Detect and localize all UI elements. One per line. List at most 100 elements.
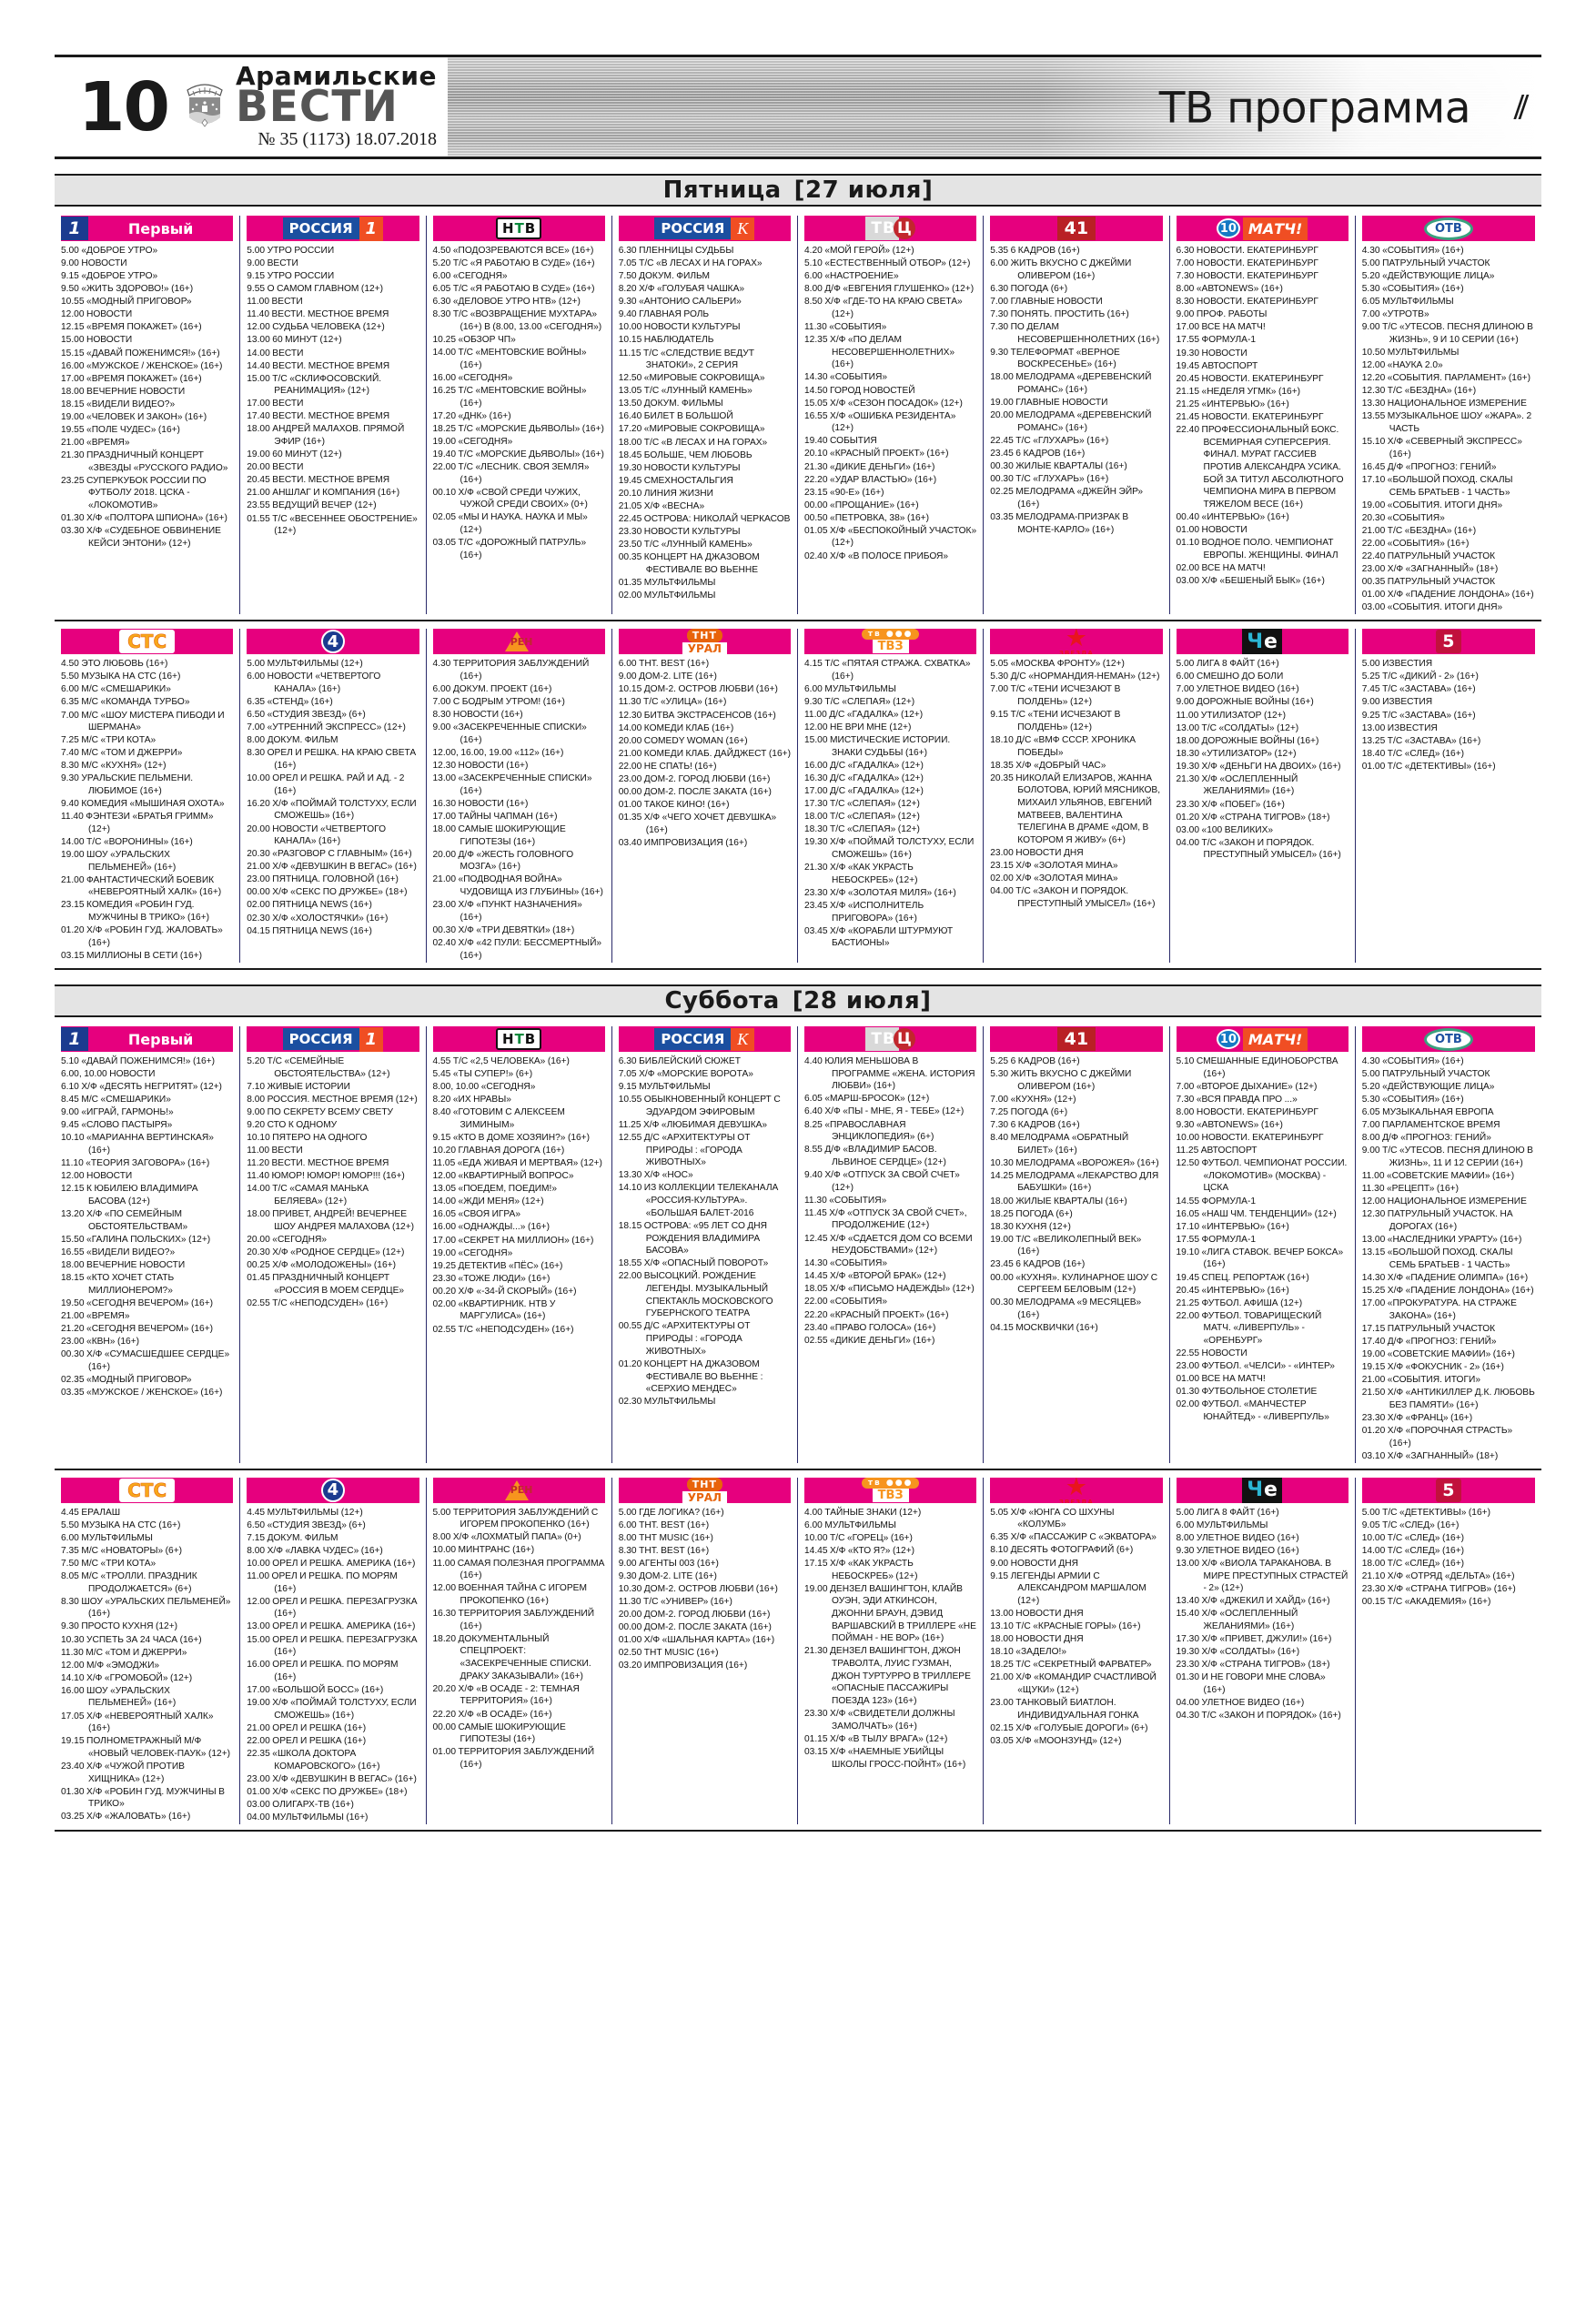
program-item: 00.30 Х/Ф «ТРИ ДЕВЯТКИ» (18+) xyxy=(432,924,575,935)
channel-logo-bar[interactable]: РОССИЯ K xyxy=(618,216,791,241)
channel-logo-bar[interactable]: ТНТ УРАЛ xyxy=(618,629,791,655)
program-item: 17.00 Д/С «ГАДАЛКА» (12+) xyxy=(804,786,924,797)
channel-logo-bar[interactable]: 41 xyxy=(990,216,1163,241)
program-item: 14.30 «СОБЫТИЯ» xyxy=(804,372,888,383)
program-item: 10.00 НОВОСТИ КУЛЬТУРЫ xyxy=(618,322,741,333)
program-item: 03.10 Х/Ф «ЗАГНАННЫЙ» (18+) xyxy=(1361,1450,1499,1461)
program-item: 20.20 Х/Ф «В ОСАДЕ - 2: ТЕМНАЯ ТЕРРИТОРИ… xyxy=(432,1683,580,1707)
channel-logo-bar[interactable]: РЕН xyxy=(432,629,605,655)
program-item: 9.30 ТЕЛЕФОРМАТ «ВЕРНОЕ ВОСКРЕСЕНЬЕ» (16… xyxy=(990,347,1120,370)
page-number: 10 xyxy=(78,67,170,146)
channel-logo-bar[interactable]: РОССИЯ 1 xyxy=(247,1026,419,1053)
channel-logo-bar[interactable]: ТВ Ц xyxy=(804,1026,977,1053)
program-item: 04.00 Т/С «ЗАКОН И ПОРЯДОК. ПРЕСТУПНЫЙ У… xyxy=(1176,837,1341,861)
program-list: 5.00 ГДЕ ЛОГИКА? (16+) 6.00 ТНТ. BEST (16… xyxy=(619,1507,791,1672)
program-item: 14.00 ВЕСТИ xyxy=(247,348,304,358)
program-item: 16.30 ТЕРРИТОРИЯ ЗАБЛУЖДЕНИЙ (16+) xyxy=(432,1609,595,1631)
program-item: 03.35 «МУЖСКОЕ / ЖЕНСКОЕ» (16+) xyxy=(61,1387,223,1398)
channel-logo-bar[interactable]: 1 Первый xyxy=(61,1026,234,1053)
channel-logo-bar[interactable]: 5 xyxy=(1361,1477,1535,1503)
program-item: 4.55 Т/С «2,5 ЧЕЛОВЕКА» (16+) xyxy=(432,1056,570,1067)
channel-logo-bar[interactable]: 4 xyxy=(247,629,419,655)
program-item: 23.45 6 КАДРОВ (16+) xyxy=(990,449,1086,459)
program-item: 02.55 Т/С «НЕПОДСУДЕН» (16+) xyxy=(247,1297,389,1308)
program-item: 7.00 ГЛАВНЫЕ НОВОСТИ xyxy=(990,296,1103,307)
channel-logo-bar[interactable]: 41 xyxy=(990,1026,1163,1053)
program-item: 14.55 ФОРМУЛА-1 xyxy=(1176,1196,1257,1206)
program-item: 10.55 ОБЫКНОВЕННЫЙ КОНЦЕРТ С ЭДУАРДОМ ЭФ… xyxy=(618,1095,781,1117)
program-item: 19.45 СМЕХНОСТАЛЬГИЯ xyxy=(618,475,733,486)
program-item: 00.55 Д/С «АРХИТЕКТУРЫ ОТ ПРИРОДЫ : «ГОР… xyxy=(618,1321,751,1357)
channel-logo-bar[interactable]: CTC xyxy=(61,629,234,655)
channel-logo-bar[interactable]: ОТВ xyxy=(1361,216,1535,241)
program-item: 9.00 ИЗВЕСТИЯ xyxy=(1361,697,1433,708)
program-item: 8.05 М/С «ТРОЛЛИ. ПРАЗДНИК ПРОДОЛЖАЕТСЯ»… xyxy=(61,1570,197,1594)
program-list: 4.50 ЭТО ЛЮБОВЬ (16+) 5.50 МУЗЫКА НА СТС … xyxy=(61,658,233,962)
program-list: 5.35 6 КАДРОВ (16+) 6.00 ЖИТЬ ВКУСНО С ДЖ… xyxy=(990,245,1162,536)
channel-column-ch4: 4 4.45 МУЛЬТФИЛЬМЫ (12+) 6.50 «СТУДИЯ ЗВЕЗ… xyxy=(240,1477,427,1824)
channel-logo-tnt-icon: ТНТ УРАЛ xyxy=(682,1477,728,1503)
channel-column-match: 10 МАТЧ! 6.30 НОВОСТИ. ЕКАТЕРИНБУРГ 7.00 НО… xyxy=(1170,216,1356,615)
program-item: 10.20 ГЛАВНАЯ ДОРОГА (16+) xyxy=(432,1146,565,1156)
program-list: 5.00 ЛИГА 8 ФАЙТ (16+) 6.00 СМЕШНО ДО БОЛ… xyxy=(1177,658,1349,862)
channel-logo-bar[interactable]: тв ●●● ТВЗ xyxy=(804,629,977,655)
program-item: 03.00 ОЛИГАРХ-ТВ (16+) xyxy=(247,1799,354,1810)
day-date: [27 июля] xyxy=(793,177,934,204)
program-item: 16.05 «СВОЯ ИГРА» xyxy=(432,1209,521,1220)
program-item: 23.30 Х/Ф «СВИДЕТЕЛИ ДОЛЖНЫ ЗАМОЛЧАТЬ» (… xyxy=(804,1709,955,1731)
program-item: 16.55 «ВИДЕЛИ ВИДЕО?» xyxy=(61,1247,176,1257)
channel-logo-bar[interactable]: ★ ЗВЕЗДА xyxy=(990,1477,1163,1503)
channel-logo-bar[interactable]: ТВ Ц xyxy=(804,216,977,241)
program-item: 13.55 МУЗЫКАЛЬНОЕ ШОУ «ЖАРА». 2 ЧАСТЬ xyxy=(1361,411,1532,435)
program-item: 12.00 ВОЕННАЯ ТАЙНА С ИГОРЕМ ПРОКОПЕНКО … xyxy=(432,1583,587,1606)
program-item: 7.25 ПОГОДА (6+) xyxy=(990,1106,1068,1117)
channel-column-tv3: тв ●●● ТВЗ 4.00 ТАЙНЫЕ ЗНАКИ (12+) 6.00 МУЛ… xyxy=(798,1477,985,1824)
program-item: 00.00 ДОМ-2. ПОСЛЕ ЗАКАТА (16+) xyxy=(618,786,772,797)
channel-logo-bar[interactable]: 1 Первый xyxy=(61,216,234,241)
program-item: 00.20 Х/Ф «-34-Й СКОРЫЙ» (16+) xyxy=(432,1286,577,1297)
channel-logo-tnt-icon: ТНТ УРАЛ xyxy=(682,629,728,655)
channel-logo-bar[interactable]: 10 МАТЧ! xyxy=(1176,1026,1349,1053)
channel-logo-bar[interactable]: ТНТ УРАЛ xyxy=(618,1477,791,1503)
program-item: 13.00 НОВОСТИ ДНЯ xyxy=(990,1609,1084,1619)
channel-logo-match-icon: 10 МАТЧ! xyxy=(1216,1026,1308,1052)
program-item: 10.00 ОРЕЛ И РЕШКА. РАЙ И АД. - 2 (16+) xyxy=(247,773,405,796)
program-item: 22.40 ПРОФЕССИОНАЛЬНЫЙ БОКС. ВСЕМИРНАЯ С… xyxy=(1176,424,1344,510)
program-item: 02.00 ВСЕ НА МАТЧ! xyxy=(1176,562,1266,573)
program-item: 17.55 ФОРМУЛА-1 xyxy=(1176,1234,1257,1245)
channel-logo-bar[interactable]: РОССИЯ 1 xyxy=(247,216,419,241)
program-item: 5.30 «СОБЫТИЯ» (16+) xyxy=(1361,284,1464,295)
channel-logo-bar[interactable]: 10 МАТЧ! xyxy=(1176,216,1349,241)
program-item: 10.15 ДОМ-2. ОСТРОВ ЛЮБВИ (16+) xyxy=(618,684,778,695)
program-item: 21.30 Х/Ф «КАК УКРАСТЬ НЕБОСКРЕБ» (12+) xyxy=(804,863,918,885)
program-item: 03.00 Х/Ф «БЕШЕНЫЙ БЫК» (16+) xyxy=(1176,575,1325,586)
program-item: 9.00 ВЕСТИ xyxy=(247,258,298,269)
channel-logo-bar[interactable]: РЕН xyxy=(432,1477,605,1503)
channel-logo-bar[interactable]: тв ●●● ТВЗ xyxy=(804,1477,977,1503)
program-item: 19.50 «СЕГОДНЯ ВЕЧЕРОМ» (16+) xyxy=(61,1297,214,1308)
channel-logo-bar[interactable]: ОТВ xyxy=(1361,1026,1535,1053)
channel-logo-bar[interactable]: 5 xyxy=(1361,629,1535,655)
program-list: 6.00 ТНТ. BEST (16+) 9.00 ДОМ-2. LITE (16… xyxy=(619,658,791,849)
program-item: 7.00 «УТРОТВ» xyxy=(1361,309,1429,320)
program-item: 19.30 НОВОСТИ xyxy=(1176,348,1248,358)
program-item: 6.40 Х/Ф «ПЫ - МНЕ, Я - ТЕБЕ» (12+) xyxy=(804,1106,965,1117)
channel-logo-bar[interactable]: ★ ЗВЕЗДА xyxy=(990,629,1163,655)
program-item: 5.50 МУЗЫКА НА СТС (16+) xyxy=(61,1519,181,1530)
program-item: 04.15 ПЯТНИЦА NEWS (16+) xyxy=(247,925,372,936)
channel-logo-bar[interactable]: 4 xyxy=(247,1477,419,1503)
program-list: 4.45 МУЛЬТФИЛЬМЫ (12+) 6.50 «СТУДИЯ ЗВЕЗД… xyxy=(247,1507,419,1824)
program-item: 02.30 Х/Ф «ХОЛОСТЯЧКИ» (16+) xyxy=(247,913,389,924)
program-list: 5.20 Т/С «СЕМЕЙНЫЕ ОБСТОЯТЕЛЬСТВА» (12+)… xyxy=(247,1055,419,1309)
program-item: 6.30 ПЛЕННИЦЫ СУДЬБЫ xyxy=(618,246,734,256)
channel-logo-bar[interactable]: РОССИЯ K xyxy=(618,1026,791,1053)
program-item: 19.00 «СЕГОДНЯ» xyxy=(432,1247,513,1258)
program-item: 8.00 ДОКУМ. ФИЛЬМ xyxy=(247,735,338,746)
channel-logo-bar[interactable]: CTC xyxy=(61,1477,234,1503)
program-item: 03.05 Х/Ф «МООНЗУНД» (12+) xyxy=(990,1735,1122,1746)
